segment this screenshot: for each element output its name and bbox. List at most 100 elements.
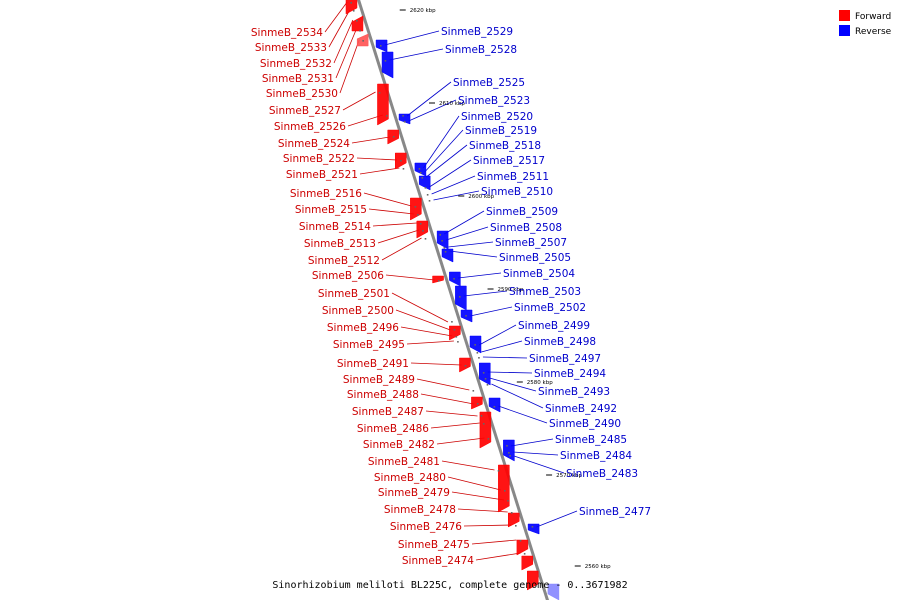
forward-gene-label[interactable]: SinmeB_2500 [322,305,394,317]
forward-gene-block[interactable] [471,396,483,410]
reverse-gene-block[interactable] [381,51,394,79]
forward-gene-marker [515,525,517,527]
reverse-gene-label[interactable]: SinmeB_2505 [499,252,571,264]
forward-gene-block[interactable] [521,555,534,571]
reverse-label-connector [481,340,523,353]
forward-gene-block[interactable] [410,197,422,221]
forward-gene-label[interactable]: SinmeB_2478 [384,504,456,516]
forward-gene-block[interactable] [416,220,429,239]
forward-gene-marker [464,365,467,367]
reverse-gene-label[interactable]: SinmeB_2509 [486,206,558,218]
forward-gene-marker [419,223,422,225]
reverse-label-connector [384,30,440,46]
forward-gene-marker [359,30,361,32]
reverse-gene-block[interactable] [488,397,501,413]
forward-gene-label[interactable]: SinmeB_2513 [304,238,376,250]
forward-gene-label[interactable]: SinmeB_2480 [374,472,446,484]
forward-gene-label[interactable]: SinmeB_2512 [308,255,380,267]
reverse-gene-label[interactable]: SinmeB_2510 [481,186,553,198]
forward-gene-label[interactable]: SinmeB_2495 [333,339,405,351]
reverse-gene-label[interactable]: SinmeB_2520 [461,111,533,123]
forward-gene-label[interactable]: SinmeB_2476 [390,521,462,533]
reverse-gene-label[interactable]: SinmeB_2477 [579,506,651,518]
forward-gene-label[interactable]: SinmeB_2532 [260,58,332,70]
forward-gene-label[interactable]: SinmeB_2491 [337,358,409,370]
forward-gene-label[interactable]: SinmeB_2527 [269,105,341,117]
forward-gene-label[interactable]: SinmeB_2474 [402,555,474,567]
forward-gene-label[interactable]: SinmeB_2486 [357,423,429,435]
forward-gene-block[interactable] [345,0,358,15]
reverse-gene-block[interactable] [527,523,540,535]
forward-gene-marker [455,336,458,338]
reverse-gene-block[interactable] [414,162,427,177]
forward-gene-label[interactable]: SinmeB_2522 [283,153,355,165]
reverse-gene-label[interactable]: SinmeB_2507 [495,237,567,249]
forward-gene-label[interactable]: SinmeB_2488 [347,389,419,401]
forward-gene-label[interactable]: SinmeB_2530 [266,88,338,100]
forward-gene-block[interactable] [377,83,389,126]
reverse-gene-block[interactable] [503,439,515,462]
forward-gene-label[interactable]: SinmeB_2531 [262,73,334,85]
forward-gene-block[interactable] [527,570,539,591]
reverse-gene-block[interactable] [479,362,491,386]
forward-gene-block[interactable] [449,325,461,341]
reverse-gene-label[interactable]: SinmeB_2499 [518,320,590,332]
reverse-gene-label[interactable]: SinmeB_2484 [560,450,632,462]
reverse-gene-label[interactable]: SinmeB_2528 [445,44,517,56]
reverse-gene-label[interactable]: SinmeB_2503 [509,286,581,298]
reverse-gene-label[interactable]: SinmeB_2518 [469,140,541,152]
reverse-gene-block[interactable] [418,175,431,191]
reverse-gene-label[interactable]: SinmeB_2483 [566,468,638,480]
reverse-gene-label[interactable]: SinmeB_2523 [458,95,530,107]
forward-gene-label[interactable]: SinmeB_2482 [363,439,435,451]
forward-gene-label[interactable]: SinmeB_2516 [290,188,362,200]
reverse-gene-label[interactable]: SinmeB_2517 [473,155,545,167]
forward-gene-label[interactable]: SinmeB_2514 [299,221,371,233]
forward-gene-block[interactable] [498,464,510,513]
forward-gene-label[interactable]: SinmeB_2534 [251,27,323,39]
forward-gene-marker [414,206,417,208]
forward-gene-label[interactable]: SinmeB_2489 [343,374,415,386]
reverse-gene-label[interactable]: SinmeB_2502 [514,302,586,314]
forward-gene-block[interactable] [479,411,492,449]
reverse-gene-label[interactable]: SinmeB_2504 [503,268,575,280]
forward-gene-block[interactable] [351,15,364,32]
reverse-gene-label[interactable]: SinmeB_2497 [529,353,601,365]
forward-gene-label[interactable]: SinmeB_2506 [312,270,384,282]
reverse-gene-marker [439,234,442,236]
forward-gene-label[interactable]: SinmeB_2533 [255,42,327,54]
forward-gene-block[interactable] [507,512,520,528]
reverse-gene-label[interactable]: SinmeB_2494 [534,368,606,380]
reverse-gene-block[interactable] [547,583,560,600]
reverse-gene-label[interactable]: SinmeB_2508 [490,222,562,234]
forward-label-connector [351,136,390,144]
reverse-gene-label[interactable]: SinmeB_2525 [453,77,525,89]
reverse-gene-label[interactable]: SinmeB_2519 [465,125,537,137]
forward-gene-block[interactable] [516,539,529,556]
reverse-gene-label[interactable]: SinmeB_2485 [555,434,627,446]
forward-gene-marker [480,415,483,417]
forward-gene-label[interactable]: SinmeB_2501 [318,288,390,300]
forward-label-connector [430,422,480,429]
reverse-gene-block[interactable] [449,271,461,287]
forward-gene-label[interactable]: SinmeB_2475 [398,539,470,551]
reverse-gene-label[interactable]: SinmeB_2492 [545,403,617,415]
reverse-gene-label[interactable]: SinmeB_2511 [477,171,549,183]
reverse-gene-label[interactable]: SinmeB_2493 [538,386,610,398]
reverse-gene-block[interactable] [375,39,388,53]
forward-gene-label[interactable]: SinmeB_2524 [278,138,350,150]
forward-gene-label[interactable]: SinmeB_2526 [274,121,346,133]
forward-gene-label[interactable]: SinmeB_2479 [378,487,450,499]
forward-gene-label[interactable]: SinmeB_2515 [295,204,367,216]
reverse-gene-label[interactable]: SinmeB_2490 [549,418,621,430]
reverse-gene-label[interactable]: SinmeB_2529 [441,26,513,38]
forward-gene-label[interactable]: SinmeB_2481 [368,456,440,468]
forward-gene-block[interactable] [432,275,444,284]
forward-gene-label[interactable]: SinmeB_2521 [286,169,358,181]
forward-label-connector [347,114,383,127]
reverse-gene-block[interactable] [398,113,411,125]
forward-gene-label[interactable]: SinmeB_2487 [352,406,424,418]
reverse-gene-block[interactable] [441,248,454,263]
reverse-gene-label[interactable]: SinmeB_2498 [524,336,596,348]
forward-gene-label[interactable]: SinmeB_2496 [327,322,399,334]
